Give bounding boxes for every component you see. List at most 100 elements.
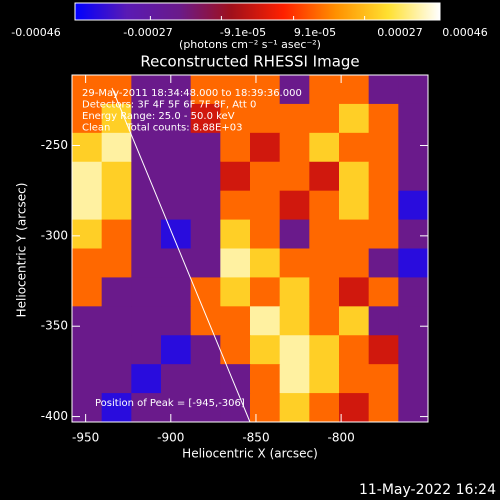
heatmap-cell <box>368 248 399 278</box>
heatmap-cell <box>368 190 399 221</box>
heatmap-cell <box>398 248 429 278</box>
heatmap-cell <box>101 335 132 365</box>
heatmap-cell <box>279 75 310 105</box>
heatmap-cell <box>72 306 103 336</box>
heatmap-cell <box>309 335 340 365</box>
y-tick-label: -250 <box>41 138 68 152</box>
heatmap-cell <box>309 306 340 336</box>
heatmap-cell <box>101 277 132 307</box>
heatmap-cell <box>368 306 399 336</box>
heatmap-cell <box>398 132 429 163</box>
heatmap-cell <box>190 248 221 278</box>
heatmap-cell <box>250 306 281 336</box>
heatmap-cell <box>161 132 192 163</box>
colorbar-tick-label: -0.00027 <box>123 26 172 39</box>
heatmap-cell <box>339 103 370 134</box>
heatmap-cell <box>309 132 340 163</box>
heatmap-cell <box>368 219 399 249</box>
x-tick-label: -950 <box>72 431 99 445</box>
heatmap-cell <box>398 190 429 221</box>
heatmap-cell <box>250 248 281 278</box>
heatmap-cell <box>72 393 103 423</box>
heatmap-cell <box>101 364 132 394</box>
heatmap-cell <box>190 306 221 336</box>
annotation: Detectors: 3F 4F 5F 6F 7F 8F, Att 0 <box>82 100 256 111</box>
heatmap-cell <box>101 103 132 134</box>
heatmap-cell <box>72 132 103 163</box>
heatmap-cell <box>339 190 370 221</box>
heatmap-cell <box>250 190 281 221</box>
colorbar-unit: (photons cm⁻² s⁻¹ asec⁻²) <box>179 38 321 51</box>
heatmap-cell <box>398 219 429 249</box>
heatmap-cell <box>101 306 132 336</box>
x-tick-label: -850 <box>242 431 269 445</box>
heatmap-cell <box>161 248 192 278</box>
heatmap-cell <box>309 75 340 105</box>
heatmap-cell <box>398 306 429 336</box>
heatmap-cell <box>279 103 310 134</box>
heatmap-cell <box>368 364 399 394</box>
heatmap-cell <box>190 132 221 163</box>
y-axis-label: Heliocentric Y (arcsec) <box>15 183 29 318</box>
heatmap-cell <box>279 219 310 249</box>
heatmap-cell <box>368 277 399 307</box>
heatmap-cell <box>161 277 192 307</box>
heatmap-cell <box>161 190 192 221</box>
heatmap-cell <box>161 219 192 249</box>
heatmap-cell <box>72 364 103 394</box>
heatmap-cell <box>220 132 251 163</box>
heatmap-cell <box>220 393 251 423</box>
x-tick-label: -800 <box>328 431 355 445</box>
heatmap-cell <box>368 335 399 365</box>
solar-limb <box>111 87 251 423</box>
heatmap-cell <box>368 393 399 423</box>
heatmap-cell <box>190 219 221 249</box>
annotation: Clean Total counts: 8.88E+03 <box>82 123 242 134</box>
footer-date: 11-May-2022 16:24 <box>359 482 496 498</box>
heatmap-cell <box>220 75 251 105</box>
heatmap-cell <box>398 335 429 365</box>
heatmap-cell <box>398 161 429 192</box>
heatmap-cell <box>190 364 221 394</box>
heatmap-cell <box>161 335 192 365</box>
heatmap-cell <box>131 103 162 134</box>
heatmap-cell <box>309 277 340 307</box>
heatmap-cell <box>279 161 310 192</box>
heatmap-cell <box>190 75 221 105</box>
heatmap-cell <box>398 364 429 394</box>
heatmap-cell <box>279 190 310 221</box>
heatmap-cell <box>220 161 251 192</box>
heatmap-cell <box>398 75 429 105</box>
heatmap-cell <box>72 103 103 134</box>
heatmap-cell <box>279 393 310 423</box>
chart-title: Reconstructed RHESSI Image <box>140 53 359 71</box>
heatmap-cell <box>309 393 340 423</box>
heatmap-cell <box>161 393 192 423</box>
heatmap-cell <box>72 75 103 105</box>
x-axis-label: Heliocentric X (arcsec) <box>182 447 318 461</box>
heatmap-cell <box>131 161 162 192</box>
colorbar-tick-label: 0.00027 <box>377 26 423 39</box>
colorbar <box>74 2 441 21</box>
heatmap-cell <box>220 364 251 394</box>
heatmap-cell <box>190 103 221 134</box>
heatmap-cell <box>220 219 251 249</box>
heatmap-cell <box>309 103 340 134</box>
heatmap-cell <box>339 132 370 163</box>
heatmap-cell <box>101 190 132 221</box>
heatmap-cell <box>368 75 399 105</box>
heatmap-cell <box>220 248 251 278</box>
plot-frame <box>71 74 429 423</box>
heatmap-cell <box>250 219 281 249</box>
heatmap-cell <box>101 132 132 163</box>
heatmap-cell <box>220 277 251 307</box>
heatmap-cell <box>101 248 132 278</box>
heatmap-cell <box>339 393 370 423</box>
heatmap-cell <box>101 393 132 423</box>
annotation: 29-May-2011 18:34:48.000 to 18:39:36.000 <box>82 88 302 99</box>
heatmap-cell <box>309 190 340 221</box>
y-tick-label: -300 <box>41 228 68 242</box>
heatmap-cell <box>398 393 429 423</box>
x-tick-label: -900 <box>157 431 184 445</box>
